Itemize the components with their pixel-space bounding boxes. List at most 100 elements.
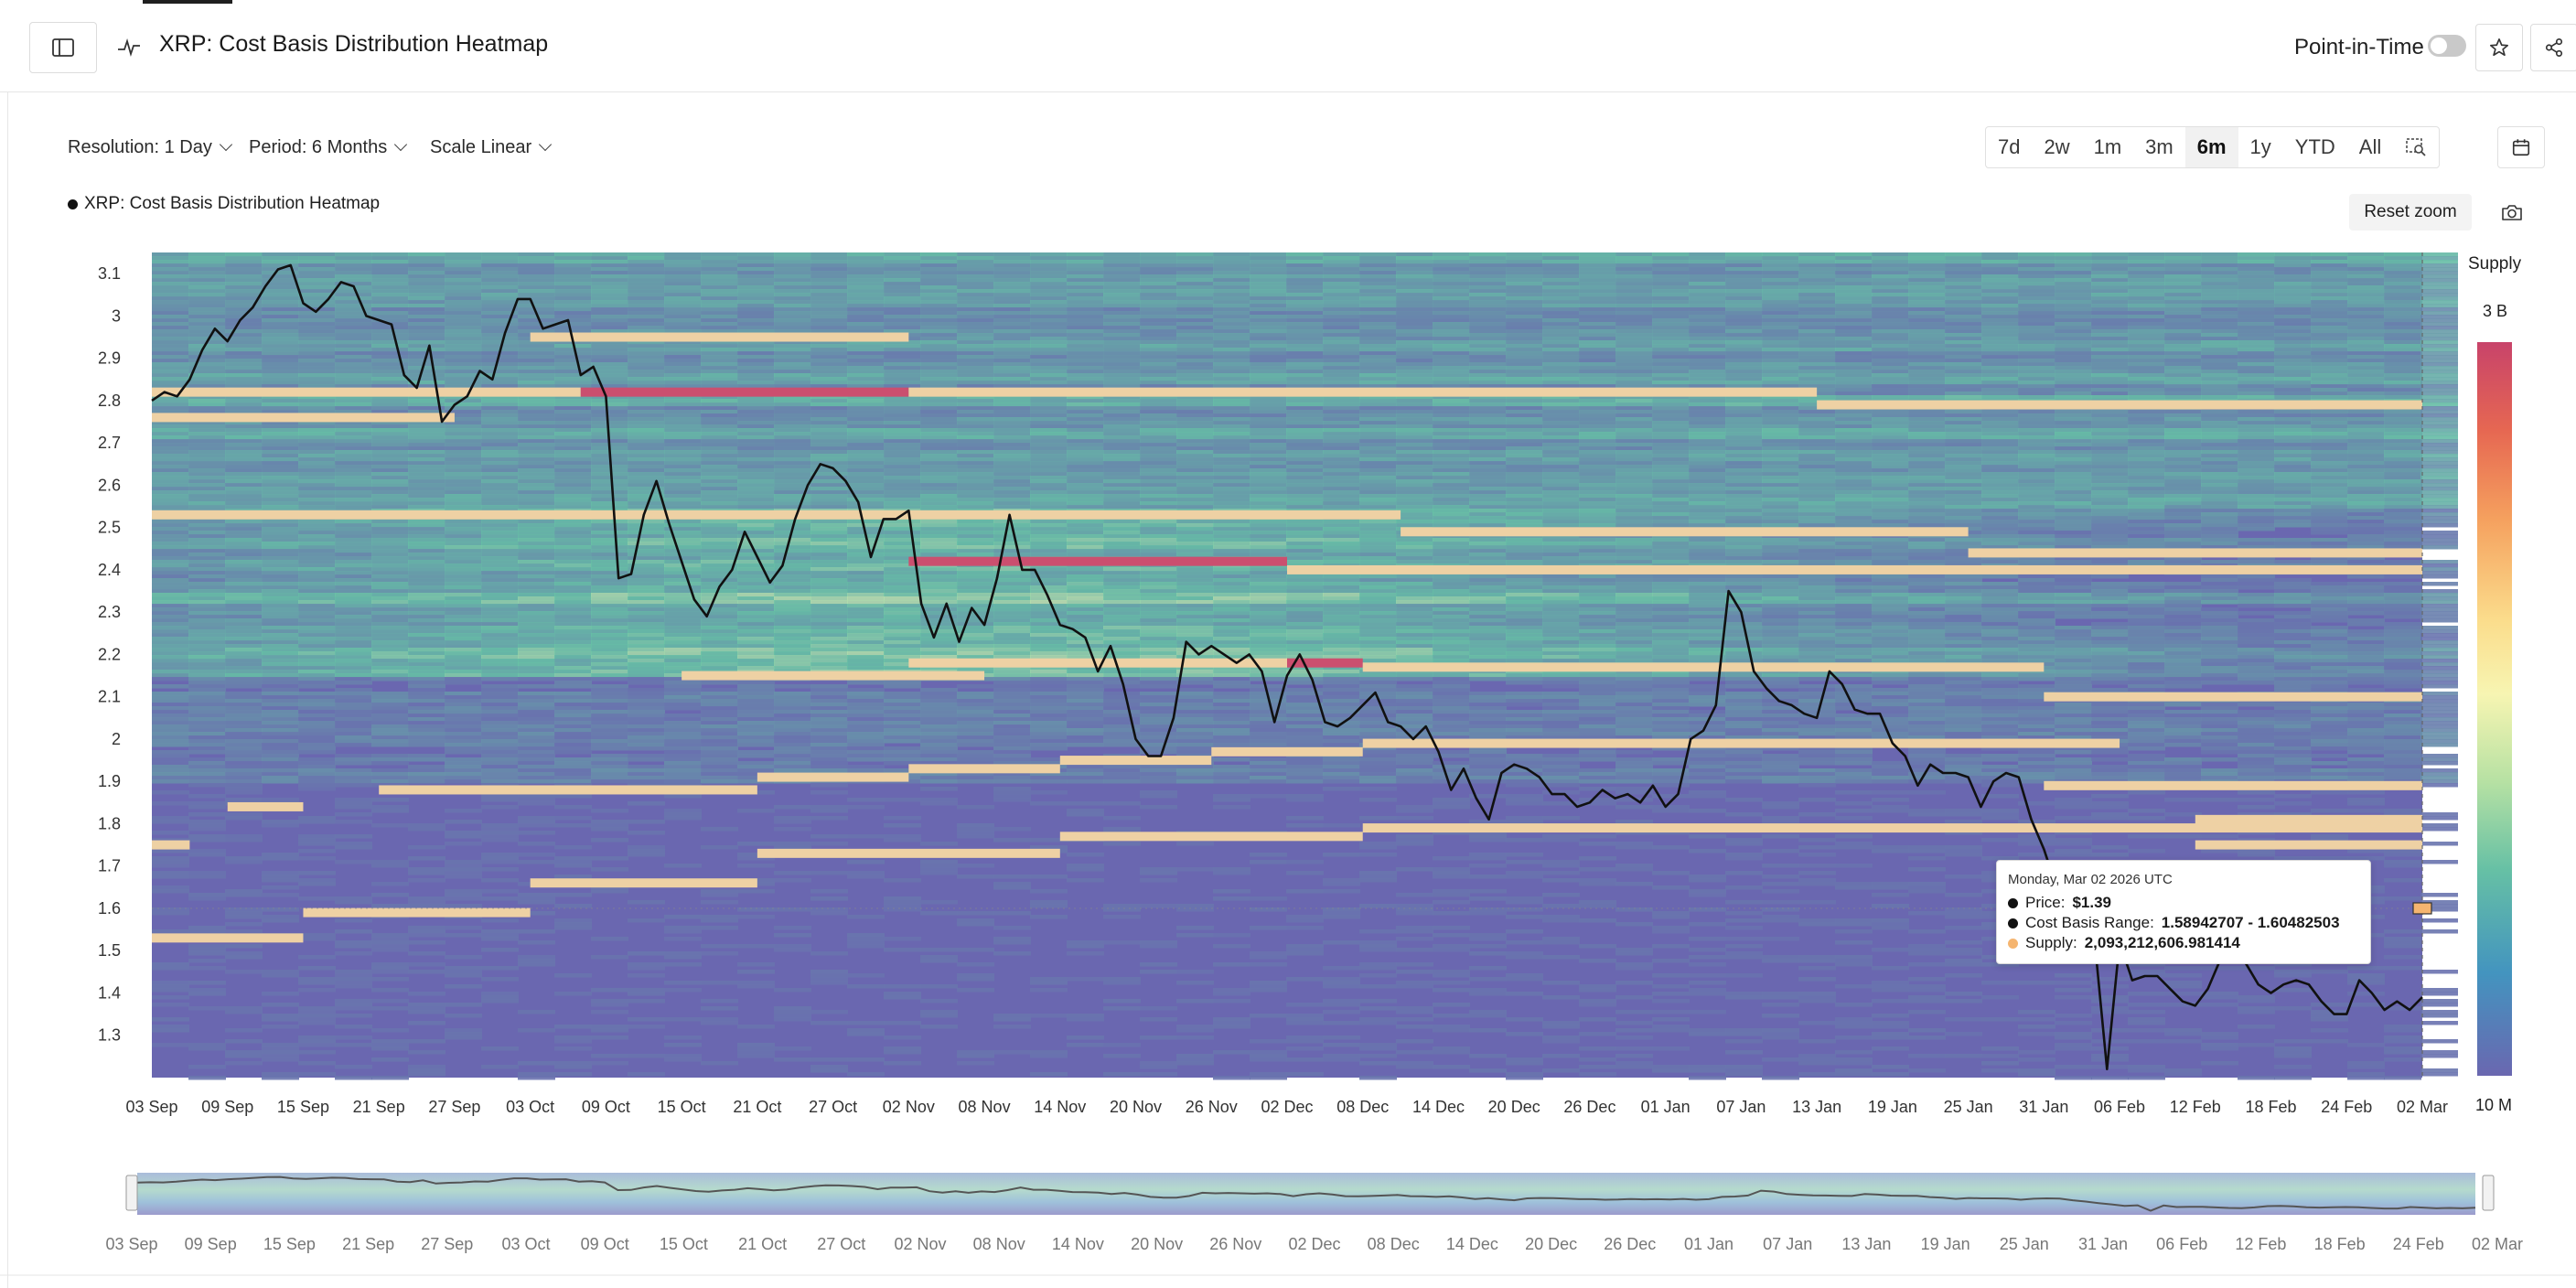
heatmap-cell [1506, 381, 1543, 385]
heatmap-cell [1872, 300, 1909, 305]
heatmap-cell [1872, 395, 1909, 400]
heatmap-cell [2238, 505, 2275, 510]
heatmap-cell [1725, 329, 1763, 334]
range-2w-button[interactable]: 2w [2044, 135, 2070, 158]
heatmap-cell [1908, 300, 1946, 305]
range-ytd-button[interactable]: YTD [2294, 135, 2335, 158]
heatmap-cell [298, 362, 336, 367]
heatmap-cell [2420, 322, 2458, 327]
heatmap-cell [1103, 534, 1141, 539]
heatmap-cell [554, 538, 592, 542]
heatmap-cell [2347, 256, 2385, 261]
heatmap-cell [810, 450, 848, 455]
heatmap-cell [2384, 359, 2421, 363]
heatmap-cell [1689, 435, 1726, 440]
heatmap-cell [847, 439, 885, 444]
heatmap-cell [2055, 494, 2092, 499]
sidebar-toggle-button[interactable] [29, 22, 97, 73]
heatmap-cell [445, 523, 482, 528]
heatmap-cell [2420, 296, 2458, 301]
heatmap-cell [1542, 498, 1580, 502]
heatmap-cell [884, 274, 921, 279]
heatmap-cell [1542, 333, 1580, 338]
heatmap-cell [481, 300, 519, 305]
heatmap-cell [664, 278, 702, 283]
heatmap-cell [262, 362, 299, 367]
heatmap-cell [1908, 274, 1946, 279]
range-all-button[interactable]: All [2358, 135, 2382, 158]
screenshot-button[interactable] [2494, 194, 2530, 231]
heatmap-cell [1359, 304, 1397, 308]
heatmap-cell [1835, 381, 1873, 385]
point-in-time-toggle[interactable] [2428, 35, 2466, 57]
heatmap-cell [554, 468, 592, 473]
share-button[interactable] [2530, 24, 2576, 71]
heatmap-cell [1542, 399, 1580, 403]
date-picker-button[interactable] [2497, 126, 2545, 168]
heatmap-cell [335, 472, 372, 477]
heatmap-cell [1506, 457, 1543, 462]
scale-select[interactable]: Scale Linear [430, 137, 553, 158]
range-6m-button[interactable]: 6m [2184, 127, 2238, 167]
favorite-button[interactable] [2475, 24, 2523, 71]
heatmap-cell [1140, 337, 1177, 341]
heatmap-cell [1615, 377, 1653, 381]
heatmap-cell [1286, 285, 1324, 290]
heatmap-cell [371, 366, 409, 370]
heatmap-cell [1213, 337, 1250, 341]
range-7d-button[interactable]: 7d [1998, 135, 2021, 158]
heatmap-cell [481, 472, 519, 477]
heatmap-cell [884, 479, 921, 484]
heatmap-cell [1725, 479, 1763, 484]
heatmap-cell [884, 498, 921, 502]
reset-zoom-button[interactable]: Reset zoom [2349, 194, 2472, 231]
heatmap-cell [2128, 457, 2165, 462]
heatmap-cell [2091, 318, 2129, 323]
heatmap-cell [1579, 304, 1616, 308]
heatmap-cell [1945, 446, 1982, 451]
heatmap-cell [554, 267, 592, 272]
heatmap-cell [884, 421, 921, 425]
heatmap-cell [1945, 421, 1982, 425]
zoom-select-button[interactable] [2393, 127, 2439, 167]
heatmap-cell [2091, 344, 2129, 349]
heatmap-cell [1469, 340, 1507, 345]
heatmap-cell [1835, 304, 1873, 308]
heatmap-cell [2018, 498, 2055, 502]
heatmap-cell [957, 443, 994, 447]
heatmap-cell [664, 428, 702, 433]
heatmap-cell [1615, 285, 1653, 290]
heatmap-cell [2420, 421, 2458, 425]
heatmap-cell [847, 256, 885, 261]
heatmap-cell [1250, 446, 1287, 451]
heatmap-cell [2128, 428, 2165, 433]
resolution-select[interactable]: Resolution: 1 Day [68, 137, 232, 158]
period-select[interactable]: Period: 6 Months [249, 137, 408, 158]
top-bar: XRP: Cost Basis Distribution Heatmap Poi… [0, 0, 2576, 92]
heatmap-cell [993, 384, 1031, 389]
heatmap-cell [1908, 252, 1946, 257]
heatmap-cell [1469, 428, 1507, 433]
heatmap-cell [1250, 472, 1287, 477]
heatmap-cell [2347, 531, 2385, 535]
heatmap-cell [1103, 490, 1141, 495]
heatmap-cell [2238, 439, 2275, 444]
heatmap-cell [1433, 439, 1470, 444]
heatmap-cell [1762, 296, 1799, 301]
heatmap-cell [1872, 432, 1909, 436]
chart-legend[interactable]: XRP: Cost Basis Distribution Heatmap [68, 194, 380, 214]
heatmap-cell [1103, 417, 1141, 422]
heatmap-cell [737, 326, 775, 330]
range-3m-button[interactable]: 3m [2145, 135, 2174, 158]
heatmap-cell [628, 315, 665, 319]
heatmap-cell [481, 373, 519, 378]
heatmap-cell [1762, 271, 1799, 275]
heatmap-cell [1981, 315, 2019, 319]
heatmap-cell [1615, 494, 1653, 499]
heatmap-cell [884, 487, 921, 491]
heatmap-cell [1213, 377, 1250, 381]
range-1m-button[interactable]: 1m [2093, 135, 2122, 158]
heatmap-cell [298, 435, 336, 440]
range-1y-button[interactable]: 1y [2249, 135, 2271, 158]
